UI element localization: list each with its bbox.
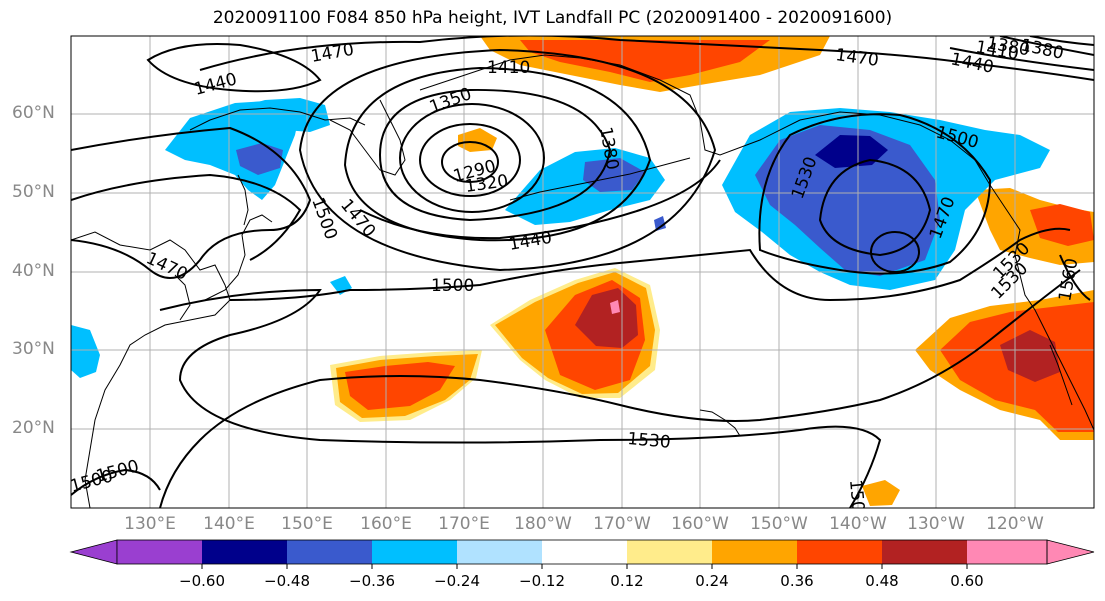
contour-1530-south xyxy=(159,269,1081,508)
ivt-negative-hawaii-west xyxy=(71,325,100,378)
colorbar-tick-label: 0.24 xyxy=(695,572,729,590)
coast-siberia xyxy=(189,107,366,131)
lon-label: 150°W xyxy=(750,514,808,534)
colorbar-tick-label: 0.12 xyxy=(610,572,644,590)
colorbar-segment xyxy=(372,540,458,564)
contour-1440-mid xyxy=(359,159,721,240)
colorbar-extend-high xyxy=(1046,539,1095,565)
ivt-positive-nw-pacific-core xyxy=(520,40,770,82)
colorbar-tick-label: 0.36 xyxy=(780,572,814,590)
contour-1380-ne xyxy=(1029,36,1094,46)
lon-label: 130°W xyxy=(907,514,965,534)
coast-baja xyxy=(1049,344,1073,406)
contour-1290 xyxy=(441,141,499,183)
lat-label: 40°N xyxy=(12,261,55,281)
coast-japan xyxy=(204,214,273,301)
coast-korea xyxy=(174,274,191,321)
coast-sakhalin xyxy=(237,174,249,226)
lat-label: 60°N xyxy=(12,103,55,123)
colorbar-segment xyxy=(457,540,543,564)
colorbar-segment xyxy=(202,540,288,564)
contour-1470-north xyxy=(199,36,1094,81)
contour-1440-low xyxy=(298,48,717,272)
colorbar-segment xyxy=(627,540,713,564)
colorbar-segment xyxy=(882,540,968,564)
coastlines xyxy=(71,54,1094,508)
colorbar-ticks xyxy=(201,564,968,569)
ivt-negative-alaska-trough-core xyxy=(755,125,940,276)
lon-label: 160°E xyxy=(360,514,412,534)
coast-kamchatka xyxy=(329,99,406,176)
contour-1560-east xyxy=(1059,254,1091,301)
colorbar-outline xyxy=(116,539,1048,565)
contour-1470-alaska xyxy=(870,231,920,273)
colorbar-segment xyxy=(712,540,798,564)
lon-label: 130°E xyxy=(124,514,176,534)
lon-label: 120°W xyxy=(986,514,1044,534)
colorbar-tick-label: −0.36 xyxy=(349,572,395,590)
colorbar-tick-label: 0.60 xyxy=(950,572,984,590)
ivt-positive-south xyxy=(862,480,900,506)
ivt-positive-subtropical-west-inner xyxy=(345,362,455,410)
colorbar-segment xyxy=(967,540,1047,564)
lat-label: 30°N xyxy=(12,339,55,359)
contour-label: 1530 xyxy=(627,429,672,453)
ivt-negative-bering-core xyxy=(583,158,645,192)
lon-label: 150°E xyxy=(281,514,333,534)
colorbar-tick-label: 0.48 xyxy=(865,572,899,590)
lon-label: 180°W xyxy=(514,514,572,534)
contour-1530-subtropics xyxy=(159,288,882,508)
colorbar-tick-label: −0.24 xyxy=(434,572,480,590)
coast-aleutians xyxy=(509,157,691,201)
height-contours xyxy=(71,36,1094,508)
contour-1380-low xyxy=(378,88,612,222)
lon-label: 140°E xyxy=(203,514,255,534)
contour-1530-alaska xyxy=(758,113,992,275)
colorbar-segment xyxy=(542,540,628,564)
colorbar xyxy=(69,539,1095,569)
colorbar-segment xyxy=(117,540,203,564)
ivt-positive-fields xyxy=(330,36,1094,506)
contour-1410-ne xyxy=(999,36,1094,56)
lat-label: 50°N xyxy=(12,182,55,202)
lon-label: 170°E xyxy=(438,514,490,534)
map-title: 2020091100 F084 850 hPa height, IVT Land… xyxy=(212,8,893,28)
contour-1470-west xyxy=(71,126,312,279)
map-frame xyxy=(70,35,1095,509)
colorbar-segment xyxy=(797,540,883,564)
ivt-negative-small-center xyxy=(654,216,666,231)
coast-east-asia xyxy=(71,231,231,508)
colorbar-tick-label: −0.48 xyxy=(264,572,310,590)
contour-label: 150 xyxy=(845,479,868,513)
contour-1350 xyxy=(399,103,545,213)
ivt-positive-pnw-core xyxy=(1030,204,1094,246)
contour-1500-alaska xyxy=(818,158,932,257)
lat-label: 20°N xyxy=(12,418,55,438)
ivt-positive-central-pacific-peak xyxy=(610,300,620,314)
coast-chukotka xyxy=(419,54,581,91)
contour-label: 1500 xyxy=(431,276,474,296)
colorbar-tick-label: −0.60 xyxy=(179,572,225,590)
contour-1500-main xyxy=(229,227,1071,302)
contour-1320 xyxy=(419,123,521,197)
contour-1440-nw xyxy=(146,43,322,93)
contour-1500-west xyxy=(71,173,302,261)
lon-label: 170°W xyxy=(593,514,651,534)
colorbar-segment xyxy=(287,540,373,564)
colorbar-extend-low xyxy=(69,539,118,565)
coast-north-america xyxy=(999,199,1094,431)
contour-label: 1410 xyxy=(487,58,530,78)
colorbar-tick-label: −0.12 xyxy=(519,572,565,590)
lon-label: 140°W xyxy=(829,514,887,534)
contour-1500-sw xyxy=(71,468,161,496)
contour-1440-ne xyxy=(949,47,1094,71)
lon-label: 160°W xyxy=(671,514,729,534)
coast-alaska xyxy=(579,57,1001,201)
